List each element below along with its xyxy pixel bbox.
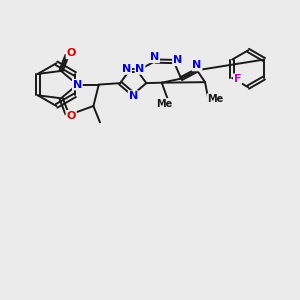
Text: F: F	[234, 74, 241, 84]
Text: N: N	[173, 55, 182, 65]
Text: N: N	[192, 61, 202, 70]
Text: O: O	[66, 48, 76, 59]
Text: N: N	[135, 64, 145, 74]
Text: Me: Me	[157, 99, 173, 109]
Text: Me: Me	[207, 94, 224, 104]
Text: N: N	[150, 52, 159, 62]
Text: O: O	[66, 111, 76, 121]
Text: N: N	[129, 91, 138, 101]
Text: N: N	[122, 64, 131, 74]
Text: N: N	[73, 80, 82, 90]
